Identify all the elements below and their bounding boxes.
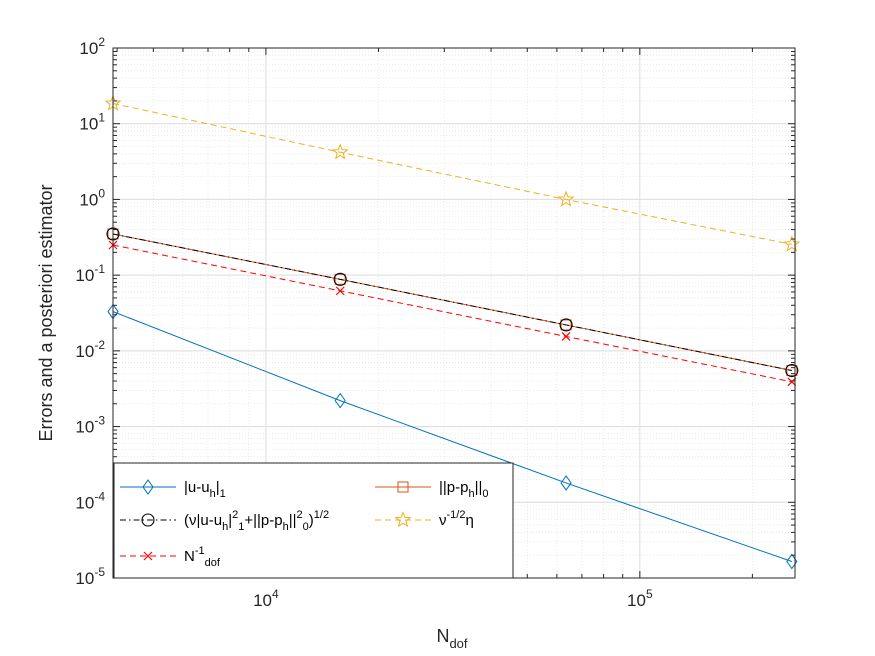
legend-marker (143, 551, 153, 561)
y-tick-label: 101 (79, 111, 105, 134)
data-point (560, 475, 572, 491)
data-point (786, 365, 798, 377)
legend-label: ν-1/2η (439, 509, 474, 529)
legend-marker (141, 513, 155, 527)
legend-label: N-1dof (184, 545, 221, 569)
y-tick-label: 102 (79, 35, 105, 58)
data-point (783, 235, 801, 252)
data-point (561, 332, 571, 341)
data-point (334, 392, 346, 409)
legend-marker (394, 511, 412, 528)
y-tick-label: 10-3 (75, 414, 105, 437)
legend-box (113, 462, 514, 579)
legend-label: ||p-ph||0 (439, 479, 489, 500)
x-axis-label: Ndof (436, 626, 467, 651)
legend-label: |u-uh|1 (184, 479, 226, 500)
data-point (557, 190, 575, 207)
legend-label: (ν|u-uh|21+||p-ph||20)1/2 (184, 509, 329, 533)
data-point (335, 286, 345, 296)
x-tick-label: 104 (253, 587, 279, 610)
legend-entry: (ν|u-uh|21+||p-ph||20)1/2 (120, 509, 329, 533)
grid (113, 47, 795, 579)
data-point (560, 319, 572, 331)
y-tick-label: 10-4 (75, 489, 105, 512)
legend-entry: ||p-ph||0 (375, 479, 489, 500)
y-tick-label: 100 (79, 186, 105, 209)
data-point (331, 143, 349, 160)
y-tick-label: 10-5 (75, 565, 105, 588)
legend-entry: N-1dof (120, 545, 221, 569)
series-line (112, 233, 792, 372)
tick-labels: 10-5 10-4 10-3 10-2 10-1 100 101 102 104 105 (75, 35, 653, 610)
axis-labels: Errors and a posteriori estimator Ndof (36, 184, 468, 651)
y-tick-label: 10-1 (75, 262, 105, 285)
y-axis-label: Errors and a posteriori estimator (36, 184, 56, 441)
legend-entry: ν-1/2η (375, 509, 474, 529)
data-point (559, 318, 573, 332)
x-tick-label: 105 (627, 587, 653, 610)
y-tick-label: 10-2 (75, 338, 105, 361)
data-point (785, 363, 799, 378)
legend-marker (142, 479, 154, 495)
legend-entry: |u-uh|1 (120, 479, 226, 500)
data-point (333, 272, 347, 286)
legend-marker (397, 481, 409, 493)
data-point (334, 273, 346, 285)
legend: |u-uh|1 ||p-ph||0 (ν|u-uh|21+||p-ph||20)1/… (113, 462, 514, 579)
series-line (112, 244, 792, 383)
series-line (112, 311, 793, 563)
